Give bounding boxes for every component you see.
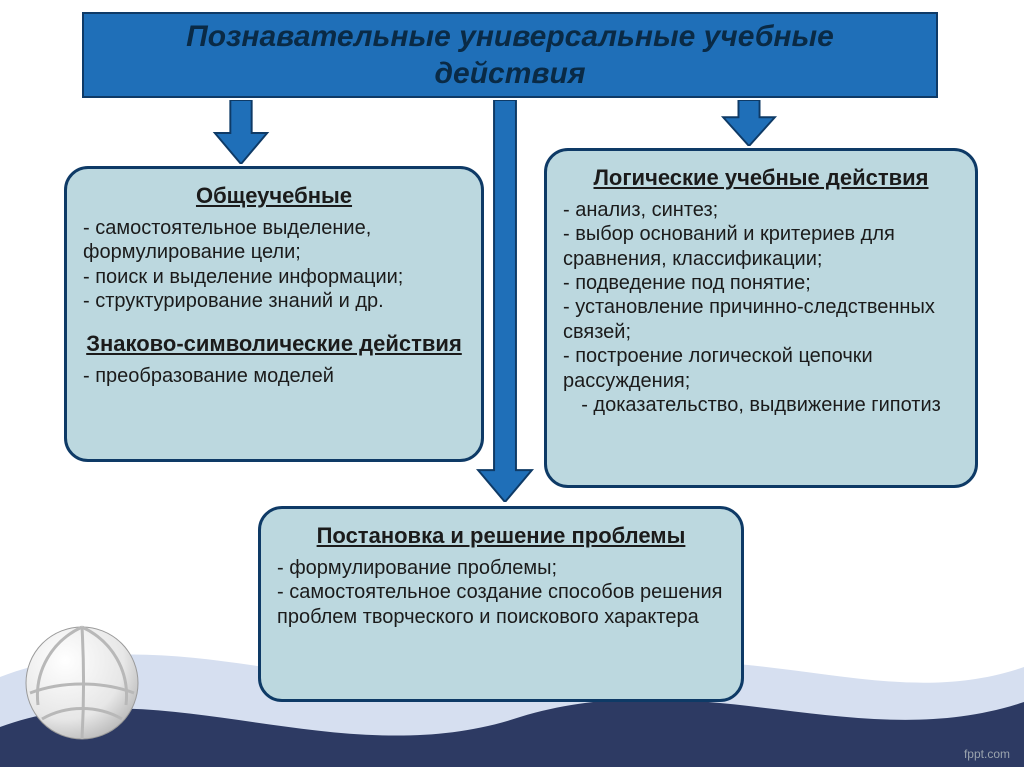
box-general-learning: Общеучебные - самостоятельное выделение,… xyxy=(64,166,484,462)
item: - преобразование моделей xyxy=(83,364,465,388)
arrow-down-right xyxy=(718,100,780,146)
item: - поиск и выделение информации; xyxy=(83,265,465,289)
item: - построение логической цепочки рассужде… xyxy=(563,344,959,393)
heading-general: Общеучебные xyxy=(83,183,465,210)
heading-problem: Постановка и решение проблемы xyxy=(277,523,725,550)
item: - самостоятельное выделение, формулирова… xyxy=(83,216,465,265)
footer-credit: fppt.com xyxy=(964,747,1010,761)
page-title: Познавательные универсальные учебные дей… xyxy=(82,12,938,98)
volleyball-icon xyxy=(22,623,142,743)
item: - подведение под понятие; xyxy=(563,271,959,295)
box-problem-solving: Постановка и решение проблемы - формулир… xyxy=(258,506,744,702)
item: - анализ, синтез; xyxy=(563,198,959,222)
arrow-down-left xyxy=(210,100,272,164)
item: - установление причинно-следственных свя… xyxy=(563,295,959,344)
item: - самостоятельное создание способов реше… xyxy=(277,580,725,629)
item: - структурирование знаний и др. xyxy=(83,289,465,313)
title-line2: действия xyxy=(434,57,585,90)
title-line1: Познавательные универсальные учебные xyxy=(186,20,834,53)
item: - формулирование проблемы; xyxy=(277,556,725,580)
item: - выбор оснований и критериев для сравне… xyxy=(563,222,959,271)
heading-logical: Логические учебные действия xyxy=(563,165,959,192)
box-logical-actions: Логические учебные действия - анализ, си… xyxy=(544,148,978,488)
heading-symbolic: Знаково-символические действия xyxy=(83,331,465,358)
item: - доказательство, выдвижение гипотиз xyxy=(563,393,959,417)
